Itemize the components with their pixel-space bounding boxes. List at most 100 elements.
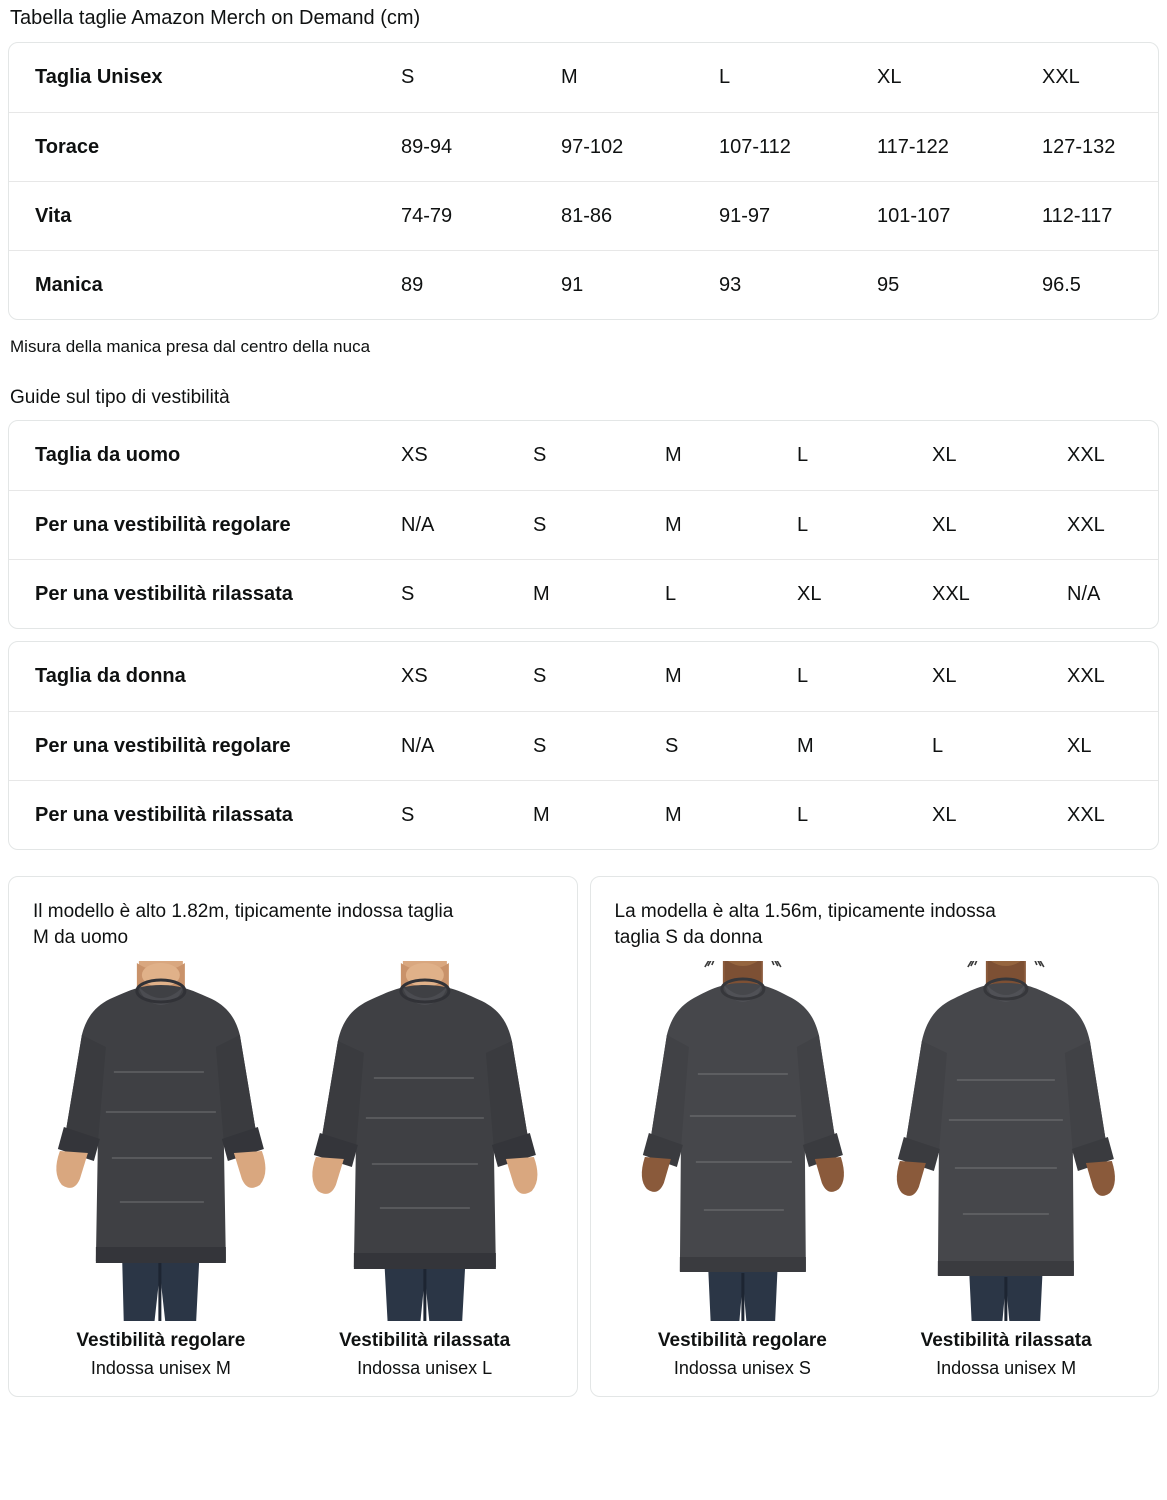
unisex-header-label: Taglia Unisex bbox=[35, 66, 163, 89]
mens-regular-xl: XL bbox=[932, 489, 1067, 559]
female-model-intro: La modella è alta 1.56m, tipicamente ind… bbox=[614, 901, 996, 948]
womens-regular-l: M bbox=[797, 710, 932, 780]
mens-relaxed-m: L bbox=[665, 558, 797, 628]
manica-l: 93 bbox=[719, 249, 877, 319]
female-regular-fit-photo bbox=[614, 961, 871, 1321]
male-relaxed-fit-sub: Indossa unisex L bbox=[357, 1358, 493, 1378]
womens-regular-xs: N/A bbox=[401, 710, 533, 780]
unisex-size-l: L bbox=[719, 66, 731, 89]
vita-s: 74-79 bbox=[401, 180, 561, 250]
female-regular-fit-sub: Indossa unisex S bbox=[673, 1358, 811, 1378]
fit-guides-heading: Guide sul tipo di vestibilità bbox=[10, 387, 230, 408]
size-chart-page: Tabella taglie Amazon Merch on Demand (c… bbox=[8, 7, 1159, 1397]
vita-l: 91-97 bbox=[719, 180, 877, 250]
row-label-manica: Manica bbox=[9, 249, 401, 319]
womens-size-xs: XS bbox=[401, 665, 428, 688]
womens-regular-fit-label: Per una vestibilità regolare bbox=[9, 710, 401, 780]
unisex-size-xxl: XXL bbox=[1042, 66, 1080, 89]
torace-s: 89-94 bbox=[401, 111, 561, 181]
male-regular-fit-sub: Indossa unisex M bbox=[90, 1358, 231, 1378]
mens-regular-xxl: XXL bbox=[1067, 489, 1158, 559]
model-cards-row: Il modello è alto 1.82m, tipicamente ind… bbox=[8, 876, 1159, 1397]
mens-fit-table: Taglia da uomo XS S M L XL XXL Per una v… bbox=[9, 421, 1158, 628]
female-relaxed-fit-photo bbox=[878, 961, 1134, 1321]
mens-fit-card: Taglia da uomo XS S M L XL XXL Per una v… bbox=[8, 420, 1159, 629]
vita-m: 81-86 bbox=[561, 180, 719, 250]
male-photo-pair: Vestibilità regolare Indossa unisex M bbox=[33, 961, 553, 1380]
mens-relaxed-xxl: N/A bbox=[1067, 558, 1158, 628]
womens-relaxed-xl: XL bbox=[932, 779, 1067, 849]
womens-size-xxl: XXL bbox=[1067, 665, 1105, 688]
womens-regular-s: S bbox=[533, 710, 665, 780]
male-model-intro: Il modello è alto 1.82m, tipicamente ind… bbox=[33, 901, 454, 948]
unisex-size-table: Taglia Unisex S M L XL XXL Torace 89-94 … bbox=[9, 43, 1158, 319]
female-relaxed-fit-title: Vestibilità rilassata bbox=[920, 1330, 1092, 1351]
mens-size-s: S bbox=[533, 444, 547, 467]
unisex-size-s: S bbox=[401, 66, 415, 89]
table-row-header: Taglia da uomo XS S M L XL XXL bbox=[9, 421, 1158, 490]
mens-relaxed-l: XL bbox=[797, 558, 932, 628]
mens-size-xxl: XXL bbox=[1067, 444, 1105, 467]
mens-relaxed-xs: S bbox=[401, 558, 533, 628]
table-spacer bbox=[8, 629, 1159, 641]
mens-regular-fit-label: Per una vestibilità regolare bbox=[9, 489, 401, 559]
vita-xxl: 112-117 bbox=[1042, 180, 1158, 250]
table-row: Per una vestibilità rilassata S M L XL X… bbox=[9, 558, 1158, 628]
torace-l: 107-112 bbox=[719, 111, 877, 181]
female-model-illustration bbox=[615, 961, 871, 1321]
male-model-card: Il modello è alto 1.82m, tipicamente ind… bbox=[8, 876, 578, 1397]
womens-relaxed-xxl: XXL bbox=[1067, 779, 1158, 849]
row-label-vita: Vita bbox=[9, 180, 401, 250]
table-row-header: Taglia da donna XS S M L XL XXL bbox=[9, 642, 1158, 711]
womens-relaxed-fit-label: Per una vestibilità rilassata bbox=[9, 779, 401, 849]
male-regular-fit-column: Vestibilità regolare Indossa unisex M bbox=[33, 961, 289, 1380]
mens-size-l: L bbox=[797, 444, 809, 467]
male-relaxed-fit-title: Vestibilità rilassata bbox=[339, 1330, 511, 1351]
table-row: Per una vestibilità regolare N/A S S M L… bbox=[9, 710, 1158, 780]
table-row-header: Taglia Unisex S M L XL XXL bbox=[9, 43, 1158, 112]
female-photo-pair: Vestibilità regolare Indossa unisex S bbox=[614, 961, 1134, 1380]
womens-regular-xxl: XL bbox=[1067, 710, 1158, 780]
womens-regular-xl: L bbox=[932, 710, 1067, 780]
female-regular-fit-column: Vestibilità regolare Indossa unisex S bbox=[614, 961, 871, 1380]
mens-size-xl: XL bbox=[932, 444, 957, 467]
womens-size-l: L bbox=[797, 665, 809, 688]
mens-regular-s: S bbox=[533, 489, 665, 559]
table-row: Manica 89 91 93 95 96.5 bbox=[9, 249, 1158, 319]
womens-regular-m: S bbox=[665, 710, 797, 780]
torace-m: 97-102 bbox=[561, 111, 719, 181]
male-regular-fit-title: Vestibilità regolare bbox=[76, 1330, 246, 1351]
row-label-torace: Torace bbox=[9, 111, 401, 181]
mens-header-label: Taglia da uomo bbox=[35, 444, 181, 467]
torace-xxl: 127-132 bbox=[1042, 111, 1158, 181]
sleeve-measure-note: Misura della manica presa dal centro del… bbox=[10, 337, 371, 356]
female-regular-fit-title: Vestibilità regolare bbox=[657, 1330, 827, 1351]
mens-relaxed-fit-label: Per una vestibilità rilassata bbox=[9, 558, 401, 628]
manica-m: 91 bbox=[561, 249, 719, 319]
male-model-illustration-relaxed bbox=[297, 961, 553, 1321]
male-relaxed-fit-photo bbox=[296, 961, 553, 1321]
mens-relaxed-s: M bbox=[533, 558, 665, 628]
womens-header-label: Taglia da donna bbox=[35, 665, 186, 688]
male-relaxed-fit-column: Vestibilità rilassata Indossa unisex L bbox=[296, 961, 553, 1380]
mens-relaxed-xl: XXL bbox=[932, 558, 1067, 628]
female-model-illustration-relaxed bbox=[878, 961, 1134, 1321]
mens-size-m: M bbox=[665, 444, 682, 467]
womens-relaxed-s: M bbox=[533, 779, 665, 849]
manica-s: 89 bbox=[401, 249, 561, 319]
manica-xxl: 96.5 bbox=[1042, 249, 1158, 319]
male-regular-fit-photo bbox=[33, 961, 289, 1321]
unisex-size-xl: XL bbox=[877, 66, 902, 89]
womens-relaxed-m: M bbox=[665, 779, 797, 849]
table-row: Per una vestibilità rilassata S M M L XL… bbox=[9, 779, 1158, 849]
male-model-illustration bbox=[33, 961, 289, 1321]
manica-xl: 95 bbox=[877, 249, 1042, 319]
mens-regular-m: M bbox=[665, 489, 797, 559]
page-title: Tabella taglie Amazon Merch on Demand (c… bbox=[10, 7, 421, 29]
female-relaxed-fit-column: Vestibilità rilassata Indossa unisex M bbox=[878, 961, 1134, 1380]
womens-size-xl: XL bbox=[932, 665, 957, 688]
womens-size-m: M bbox=[665, 665, 682, 688]
table-row: Vita 74-79 81-86 91-97 101-107 112-117 bbox=[9, 180, 1158, 250]
table-row: Torace 89-94 97-102 107-112 117-122 127-… bbox=[9, 111, 1158, 181]
unisex-size-card: Taglia Unisex S M L XL XXL Torace 89-94 … bbox=[8, 42, 1159, 320]
